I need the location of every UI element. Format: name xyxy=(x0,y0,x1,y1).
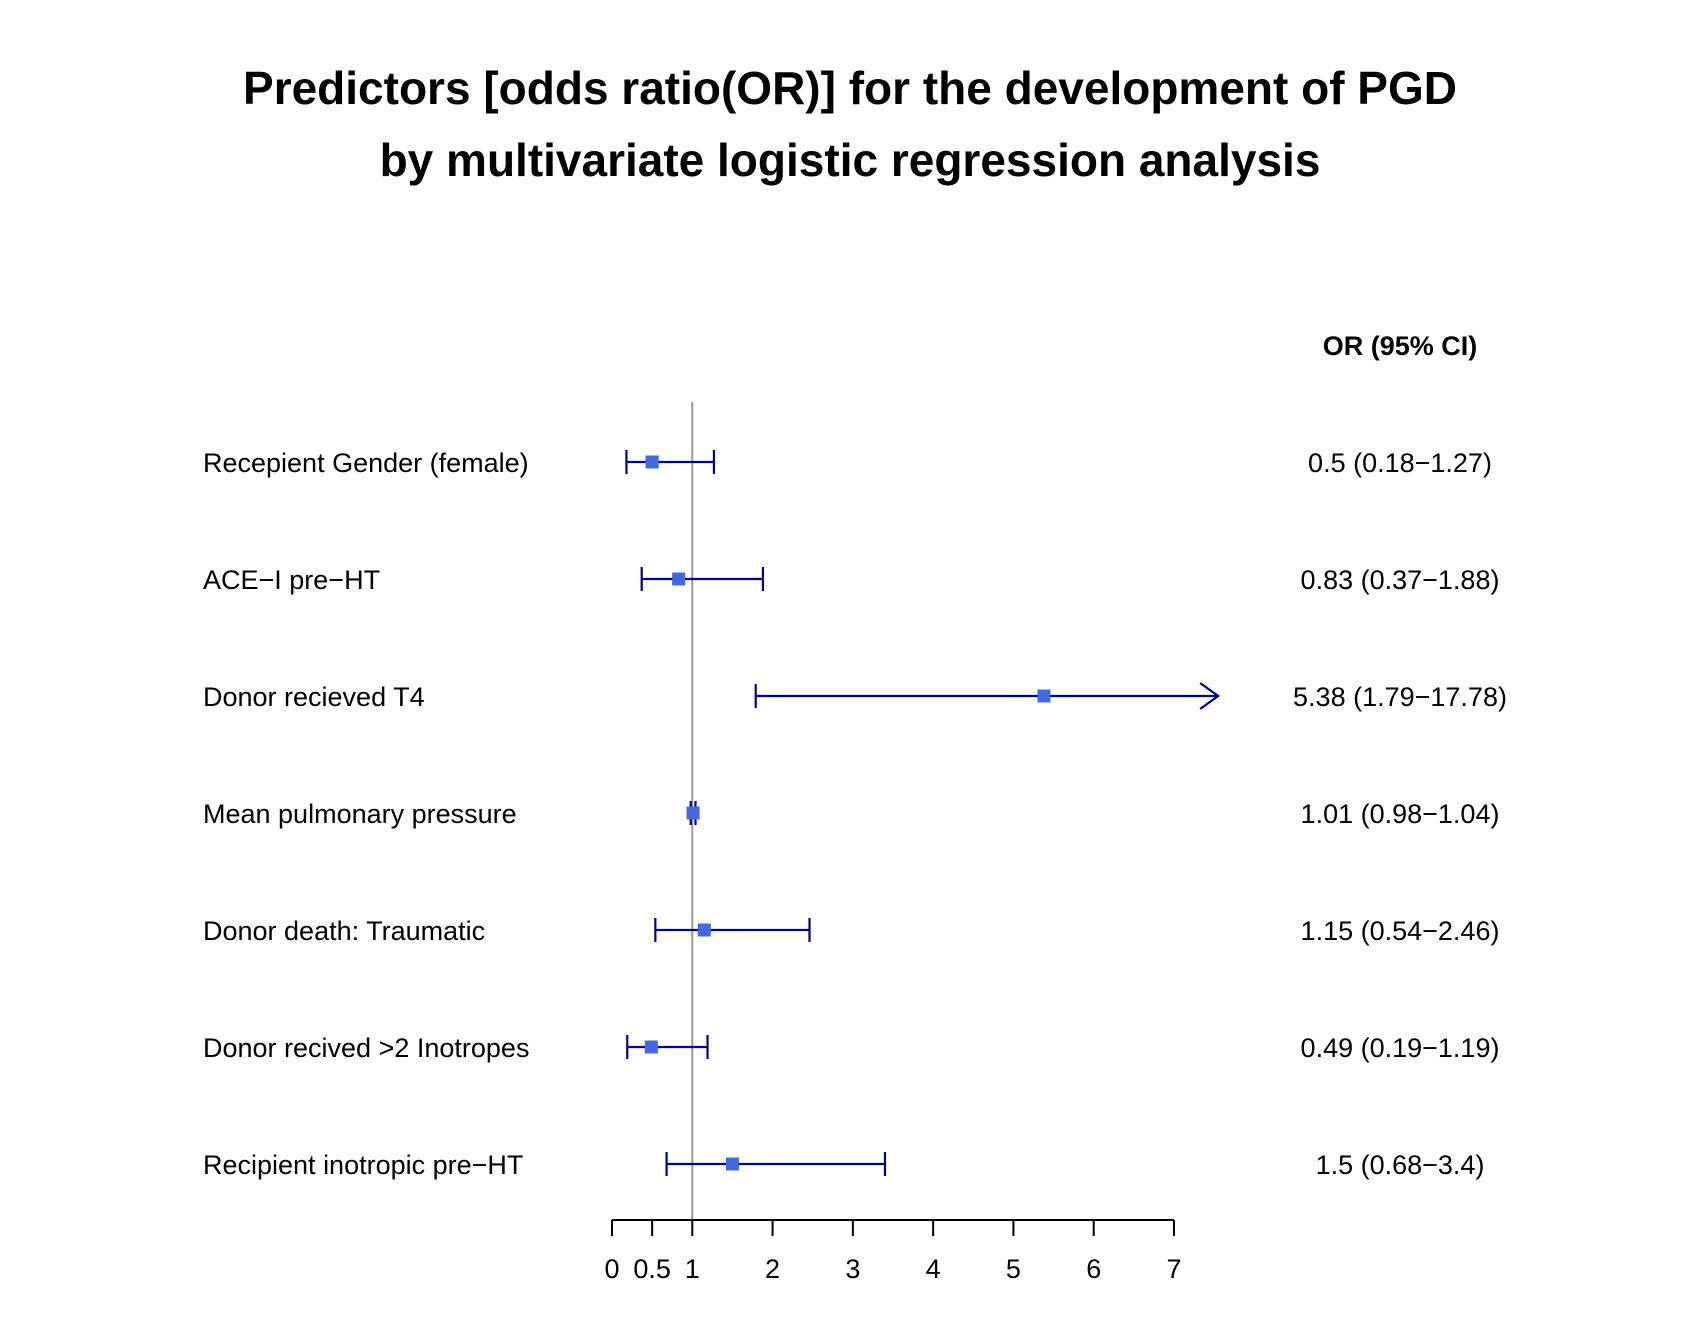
x-tick-label: 2 xyxy=(765,1254,780,1284)
forest-row: Mean pulmonary pressure 1.01 (0.98−1.04) xyxy=(203,799,1499,829)
row-label: Donor recived >2 Inotropes xyxy=(203,1033,529,1063)
row-or-text: 5.38 (1.79−17.78) xyxy=(1293,682,1507,712)
row-or-text: 1.01 (0.98−1.04) xyxy=(1301,799,1500,829)
row-or-text: 0.5 (0.18−1.27) xyxy=(1308,448,1492,478)
odds-ratio-point xyxy=(672,572,686,586)
chart-title-line-2: by multivariate logistic regression anal… xyxy=(380,134,1321,186)
x-tick-label: 4 xyxy=(926,1254,941,1284)
odds-ratio-point xyxy=(1037,689,1051,703)
x-tick-label: 7 xyxy=(1166,1254,1181,1284)
x-tick-label: 0.5 xyxy=(633,1254,671,1284)
x-tick-label: 3 xyxy=(845,1254,860,1284)
forest-row: Donor recived >2 Inotropes 0.49 (0.19−1.1… xyxy=(203,1033,1499,1063)
forest-row: Donor death: Traumatic 1.15 (0.54−2.46) xyxy=(203,916,1499,946)
forest-row: Donor recieved T4 5.38 (1.79−17.78) xyxy=(203,682,1507,712)
odds-ratio-point xyxy=(697,923,711,937)
rows-group: Recepient Gender (female) 0.5 (0.18−1.27)… xyxy=(203,448,1507,1180)
row-or-text: 0.49 (0.19−1.19) xyxy=(1301,1033,1500,1063)
forest-row: Recepient Gender (female) 0.5 (0.18−1.27) xyxy=(203,448,1492,478)
odds-ratio-point xyxy=(686,806,700,820)
ci-upper-arrow xyxy=(1199,682,1221,710)
x-tick-label: 0 xyxy=(604,1254,619,1284)
row-label: Mean pulmonary pressure xyxy=(203,799,517,829)
x-tick-label: 5 xyxy=(1006,1254,1021,1284)
row-or-text: 0.83 (0.37−1.88) xyxy=(1301,565,1500,595)
forest-row: ACE−I pre−HT 0.83 (0.37−1.88) xyxy=(203,565,1499,595)
or-column-header: OR (95% CI) xyxy=(1323,331,1478,361)
x-tick-label: 6 xyxy=(1086,1254,1101,1284)
row-label: Donor recieved T4 xyxy=(203,682,425,712)
odds-ratio-point xyxy=(645,455,659,469)
row-label: Recipient inotropic pre−HT xyxy=(203,1150,523,1180)
chart-title-line-1: Predictors [odds ratio(OR)] for the deve… xyxy=(243,62,1457,114)
row-label: Donor death: Traumatic xyxy=(203,916,485,946)
x-axis: 0 0.5 1 2 3 4 5 6 7 xyxy=(604,1219,1182,1284)
x-tick-label: 1 xyxy=(685,1254,700,1284)
row-label: ACE−I pre−HT xyxy=(203,565,380,595)
forest-row: Recipient inotropic pre−HT 1.5 (0.68−3.4) xyxy=(203,1150,1484,1180)
odds-ratio-point xyxy=(725,1157,739,1171)
row-label: Recepient Gender (female) xyxy=(203,448,529,478)
row-or-text: 1.5 (0.68−3.4) xyxy=(1316,1150,1485,1180)
odds-ratio-point xyxy=(644,1040,658,1054)
row-or-text: 1.15 (0.54−2.46) xyxy=(1301,916,1500,946)
